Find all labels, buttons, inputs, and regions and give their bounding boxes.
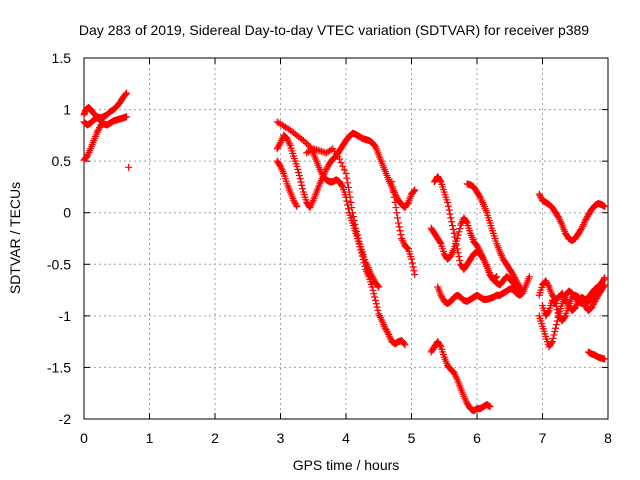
- sdtvar-chart: Day 283 of 2019, Sidereal Day-to-day VTE…: [0, 0, 640, 480]
- x-axis-label: GPS time / hours: [293, 457, 400, 473]
- data-point: [299, 185, 306, 192]
- data-point: [341, 166, 348, 173]
- y-tick-label: 0: [63, 205, 71, 221]
- data-point: [298, 182, 305, 189]
- data-point: [550, 331, 557, 338]
- series-arc-04: [125, 164, 132, 171]
- data-point: [370, 287, 377, 294]
- x-tick-label: 5: [408, 430, 416, 446]
- data-point: [451, 230, 458, 237]
- y-tick-labels: -2 -1.5 -1 -0.5 0 0.5 1 1.5: [47, 50, 71, 427]
- data-point: [343, 175, 350, 182]
- data-point: [295, 169, 302, 176]
- x-tick-label: 6: [473, 430, 481, 446]
- y-tick-label: -1: [59, 308, 72, 324]
- data-point: [345, 205, 352, 212]
- series-arc-08: [303, 145, 382, 290]
- data-point: [445, 203, 452, 210]
- data-point: [370, 290, 377, 297]
- y-tick-label: 0.5: [52, 153, 72, 169]
- data-point: [339, 163, 346, 170]
- data-point: [397, 227, 404, 234]
- data-point: [392, 204, 399, 211]
- data-point: [411, 271, 418, 278]
- grid: [84, 58, 608, 419]
- data-point: [397, 231, 404, 238]
- data-point: [456, 257, 463, 264]
- data-point: [409, 259, 416, 266]
- series-arc-14: [428, 338, 494, 414]
- data-point: [374, 304, 381, 311]
- y-tick-label: 1: [63, 102, 71, 118]
- x-tick-label: 0: [80, 430, 88, 446]
- data-point: [553, 321, 560, 328]
- data-point: [448, 218, 455, 225]
- data-point: [394, 214, 401, 221]
- data-point: [297, 175, 304, 182]
- x-tick-label: 7: [539, 430, 547, 446]
- x-tick-label: 2: [211, 430, 219, 446]
- data-point: [449, 222, 456, 229]
- y-tick-label: -2: [59, 411, 72, 427]
- data-point: [297, 179, 304, 186]
- data-point: [338, 159, 345, 166]
- data-point: [551, 328, 558, 335]
- data-points: [81, 90, 609, 415]
- x-tick-label: 8: [604, 430, 612, 446]
- y-tick-label: -1.5: [47, 359, 71, 375]
- x-tick-labels: 0 1 2 3 4 5 6 7 8: [80, 430, 612, 446]
- y-axis-label: SDTVAR / TECUs: [7, 182, 23, 294]
- data-point: [303, 140, 310, 147]
- data-point: [456, 225, 463, 232]
- data-point: [396, 223, 403, 230]
- data-point: [343, 170, 350, 177]
- data-point: [446, 211, 453, 218]
- data-point: [343, 198, 350, 205]
- data-point: [125, 164, 132, 171]
- data-point: [446, 207, 453, 214]
- data-point: [296, 172, 303, 179]
- x-tick-label: 4: [342, 430, 350, 446]
- data-point: [371, 294, 378, 301]
- data-point: [552, 325, 559, 332]
- y-tick-label: -0.5: [47, 256, 71, 272]
- x-tick-label: 1: [146, 430, 154, 446]
- data-point: [374, 307, 381, 314]
- series-arc-19: [585, 348, 608, 362]
- chart-title: Day 283 of 2019, Sidereal Day-to-day VTE…: [79, 22, 589, 38]
- data-point: [294, 166, 301, 173]
- data-point: [372, 297, 379, 304]
- data-point: [447, 214, 454, 221]
- data-point: [373, 300, 380, 307]
- data-point: [393, 209, 400, 216]
- data-point: [455, 253, 462, 260]
- series-arc-15: [536, 191, 609, 244]
- data-point: [395, 220, 402, 227]
- x-tick-label: 3: [277, 430, 285, 446]
- y-tick-label: 1.5: [52, 50, 72, 66]
